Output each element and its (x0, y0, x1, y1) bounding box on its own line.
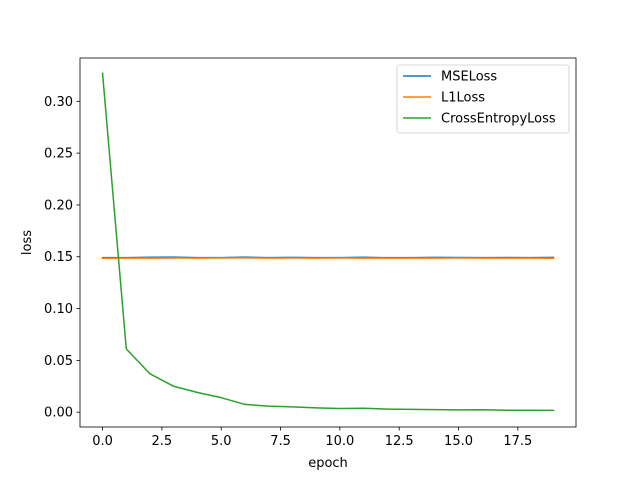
y-axis-label: loss (20, 230, 35, 255)
axes-frame (79, 57, 577, 428)
legend-label-mseloss: MSELoss (441, 70, 497, 85)
x-tick-label: 2.5 (152, 434, 173, 449)
x-tick-label: 5.0 (211, 434, 232, 449)
x-tick-label: 7.5 (270, 434, 291, 449)
series-line-crossentropyloss (101, 72, 555, 412)
legend-box (396, 64, 570, 134)
y-tick-label: 0.15 (44, 250, 73, 265)
axes-layer: 0.0 2.5 5.0 7.5 10.0 12.5 15.0 17.5 0.00 0.05 0.10… (44, 57, 577, 449)
y-tick-label: 0.00 (44, 406, 73, 421)
x-tick-label: 15.0 (444, 434, 473, 449)
y-tick-label: 0.30 (44, 95, 73, 110)
y-tick-label: 0.05 (44, 354, 73, 369)
y-tick-label: 0.10 (44, 302, 73, 317)
x-axis-label: epoch (308, 456, 348, 471)
y-tick-label: 0.20 (44, 198, 73, 213)
legend-label-l1loss: L1Loss (441, 91, 485, 106)
x-tick-label: 10.0 (325, 434, 354, 449)
x-tick-label: 17.5 (503, 434, 532, 449)
x-tick-label: 0.0 (92, 434, 113, 449)
y-tick-label: 0.25 (44, 147, 73, 162)
legend: MSELoss L1Loss CrossEntropyLoss (396, 64, 570, 134)
legend-label-crossentropyloss: CrossEntropyLoss (441, 112, 556, 127)
x-tick-label: 12.5 (385, 434, 414, 449)
series-layer (101, 72, 555, 412)
